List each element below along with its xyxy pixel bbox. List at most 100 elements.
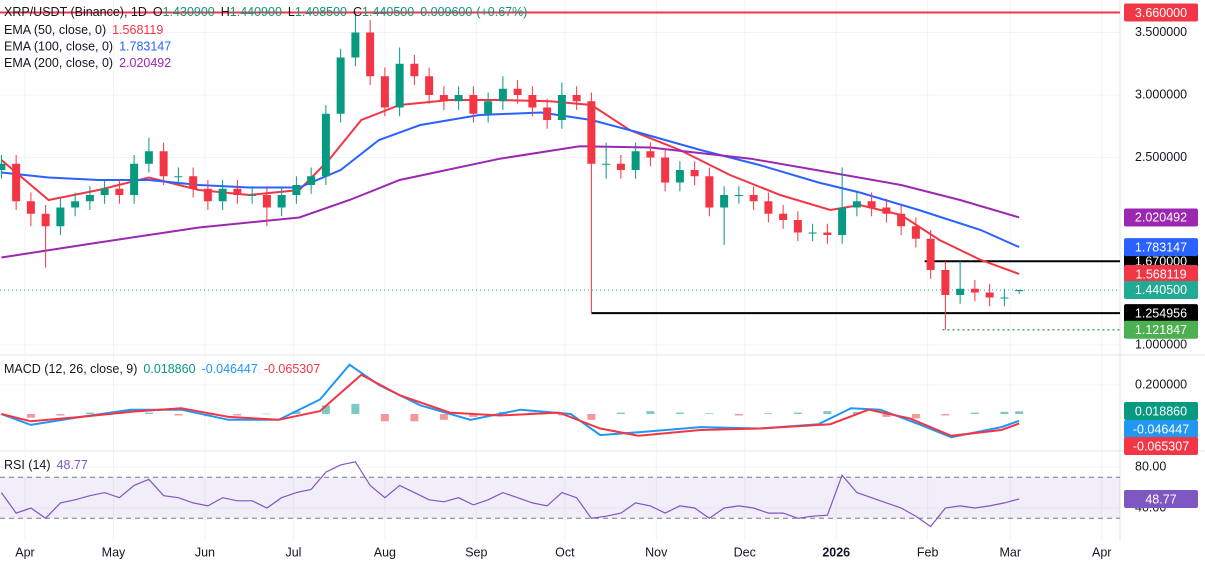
macd-histogram-bar: [823, 411, 832, 415]
candle-body: [26, 201, 35, 214]
macd-name: MACD (12, 26, close, 9): [4, 362, 137, 376]
candle-body: [100, 188, 109, 195]
x-tick-label: Feb: [917, 545, 939, 559]
ohlc-key: L: [288, 5, 295, 19]
candle-body: [484, 101, 493, 114]
candle-body: [130, 163, 139, 195]
macd-histogram-bar: [410, 414, 419, 422]
y-tick-label: 2.500000: [1135, 150, 1187, 164]
legend-name: EMA (100, close, 0): [4, 40, 113, 54]
macd-histogram-bar: [705, 413, 714, 415]
y-tick-label: 3.000000: [1135, 87, 1187, 101]
macd-histogram-bar: [26, 414, 35, 418]
ohlc-key: O: [153, 5, 163, 19]
ohlc-value: 1.408500: [295, 5, 347, 19]
candle-body: [498, 88, 507, 102]
candle-body: [233, 188, 242, 195]
candle-body: [646, 151, 655, 158]
price-tag-label: 48.77: [1145, 492, 1176, 506]
legend-value: 2.020492: [119, 56, 171, 70]
x-tick-label: Apr: [1092, 545, 1111, 559]
candle-body: [262, 195, 271, 208]
y-tick-label: 0.200000: [1135, 377, 1187, 391]
candle-body: [380, 76, 389, 108]
price-tag-label: 1.121847: [1135, 323, 1187, 337]
candle-body: [336, 57, 345, 114]
price-tag-label: -0.046447: [1133, 422, 1189, 436]
macd-histogram-bar: [793, 412, 802, 415]
candle-body: [793, 220, 802, 233]
price-tag-label: 1.783147: [1135, 240, 1187, 254]
price-tag: [1124, 437, 1198, 455]
candle-body: [661, 157, 670, 183]
macd-hist-value: 0.018860: [143, 362, 195, 376]
ohlc-value: 1.440500: [362, 5, 414, 19]
signal-line: [1, 373, 1020, 437]
macd-histogram-bar: [262, 413, 271, 415]
macd-histogram-bar: [380, 414, 389, 422]
candle-body: [218, 188, 227, 202]
rsi-title: RSI (14) 48.77: [4, 458, 88, 472]
candle-body: [189, 176, 198, 189]
rsi-value: 48.77: [57, 458, 88, 472]
macd-histogram-bar: [1000, 411, 1009, 415]
change-pct: (+0.67%): [476, 5, 527, 19]
candle-body: [911, 226, 920, 239]
x-tick-label: Jun: [195, 545, 215, 559]
candle-body: [602, 163, 611, 165]
macd-histogram-bar: [1015, 411, 1024, 415]
macd-histogram-bar: [587, 414, 596, 420]
macd-histogram-bar: [56, 414, 65, 416]
candle-body: [41, 213, 50, 227]
candle-body: [351, 32, 360, 58]
candle-body: [852, 201, 861, 208]
price-tag-label: 1.440500: [1135, 283, 1187, 297]
candle-body: [720, 195, 729, 208]
candle-body: [469, 95, 478, 114]
price-tag: [1124, 280, 1198, 299]
candle-body: [1000, 297, 1009, 299]
candle-body: [941, 270, 950, 295]
candle-body: [734, 195, 743, 196]
candle-body: [690, 170, 699, 177]
candle-body: [808, 232, 817, 234]
ohlc-key: H: [221, 5, 230, 19]
price-tag: [1124, 304, 1198, 323]
rsi-name: RSI (14): [4, 458, 51, 472]
legend-name: EMA (50, close, 0): [4, 23, 106, 37]
rsi-band: [0, 477, 1120, 519]
candle-body: [115, 188, 124, 195]
macd-histogram-bar: [941, 414, 950, 416]
candle-body: [572, 95, 581, 102]
x-tick-label: Mar: [1000, 545, 1022, 559]
candle-body: [277, 195, 286, 208]
legend-entry: EMA (100, close, 0) 1.783147: [4, 40, 171, 54]
candle-body: [705, 176, 714, 208]
candle-body: [203, 188, 212, 202]
candle-body: [321, 113, 330, 177]
candle-body: [366, 32, 375, 77]
candle-body: [587, 101, 596, 164]
candle-body: [823, 232, 832, 235]
ohlc-value: 1.430900: [163, 5, 215, 19]
candle-body: [56, 207, 65, 227]
macd-histogram-bar: [852, 411, 861, 415]
ema-line: [1, 145, 1020, 259]
price-tag-label: -0.065307: [1133, 439, 1189, 453]
candle-body: [425, 76, 434, 95]
legend-value: 1.783147: [119, 40, 171, 54]
candle-body: [779, 213, 788, 220]
x-tick-label: Nov: [645, 545, 668, 559]
macd-histogram-bar: [646, 411, 655, 415]
candle-body: [970, 288, 979, 293]
price-tag-label: 3.660000: [1135, 6, 1187, 20]
ema-line: [1, 111, 1020, 249]
price-tag: [1124, 264, 1198, 283]
candle-body: [882, 207, 891, 214]
ohlc-key: C: [353, 5, 362, 19]
candle-body: [174, 176, 183, 178]
price-tag-label: 1.568119: [1135, 267, 1186, 281]
candle-body: [307, 176, 316, 185]
